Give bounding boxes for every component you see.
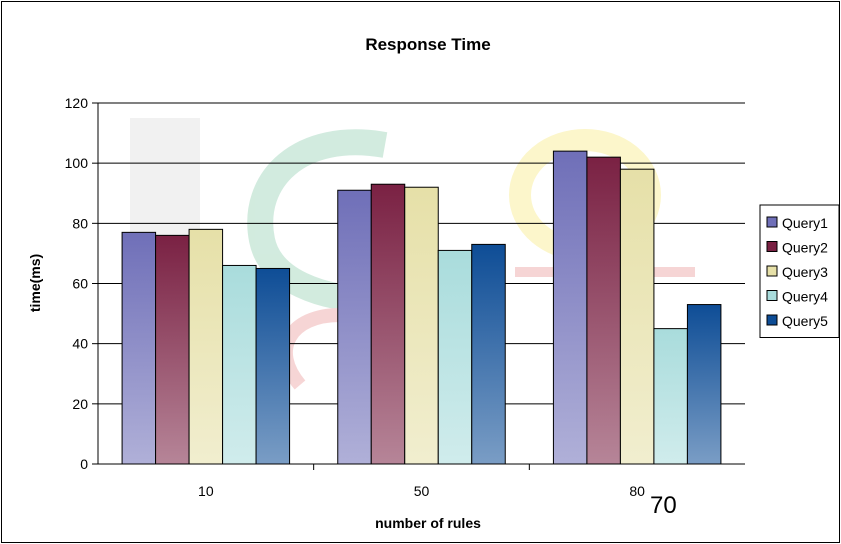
legend-swatch-query5 <box>766 314 778 326</box>
bar-query1-10 <box>121 231 157 465</box>
legend-label-query2: Query2 <box>782 240 828 256</box>
legend-swatch-query1 <box>766 216 778 228</box>
bar-query5-80 <box>686 304 722 465</box>
x-tick-labels: 10 50 80 <box>198 483 645 499</box>
bar-query3-80 <box>619 168 655 465</box>
bar-query2-50 <box>370 183 406 465</box>
x-tick-label: 50 <box>414 483 430 499</box>
y-tick-label: 40 <box>72 336 88 352</box>
y-tick-label: 80 <box>72 215 88 231</box>
legend-swatch-query4 <box>766 290 778 301</box>
bar-query2-10 <box>155 234 190 465</box>
y-tick-labels: 0 20 40 60 80 100 120 <box>65 95 89 472</box>
bar-query1-80 <box>552 150 588 465</box>
bar-query5-10 <box>255 267 291 465</box>
legend: Query1 Query2 Query3 Query4 Query5 <box>759 204 840 338</box>
axes <box>92 102 745 470</box>
bar-query4-80 <box>653 328 688 465</box>
y-tick-label: 60 <box>72 276 88 292</box>
y-tick-label: 0 <box>80 456 88 472</box>
x-tick-label: 80 <box>629 483 645 499</box>
bar-query3-50 <box>404 186 439 465</box>
legend-swatch-query2 <box>766 241 778 252</box>
x-axis-title: number of rules <box>375 515 481 531</box>
y-tick-label: 100 <box>65 155 89 171</box>
legend-label-query3: Query3 <box>782 264 828 280</box>
chart-title: Response Time <box>365 35 490 54</box>
page-number: 70 <box>650 492 677 519</box>
legend-swatch-query3 <box>766 265 778 277</box>
legend-label-query5: Query5 <box>782 313 828 329</box>
bars <box>121 150 722 465</box>
y-tick-label: 120 <box>65 95 89 111</box>
legend-label-query1: Query1 <box>782 215 828 231</box>
bar-query4-10 <box>222 264 257 465</box>
bar-query4-50 <box>437 249 473 465</box>
bar-query2-80 <box>586 156 621 465</box>
y-tick-label: 20 <box>72 396 88 412</box>
y-axis-title: time(ms) <box>27 254 43 312</box>
legend-label-query4: Query4 <box>782 289 828 305</box>
x-tick-label: 10 <box>198 483 214 499</box>
bar-query5-50 <box>471 243 506 465</box>
bar-query3-10 <box>188 228 224 465</box>
bar-query1-50 <box>337 189 372 465</box>
